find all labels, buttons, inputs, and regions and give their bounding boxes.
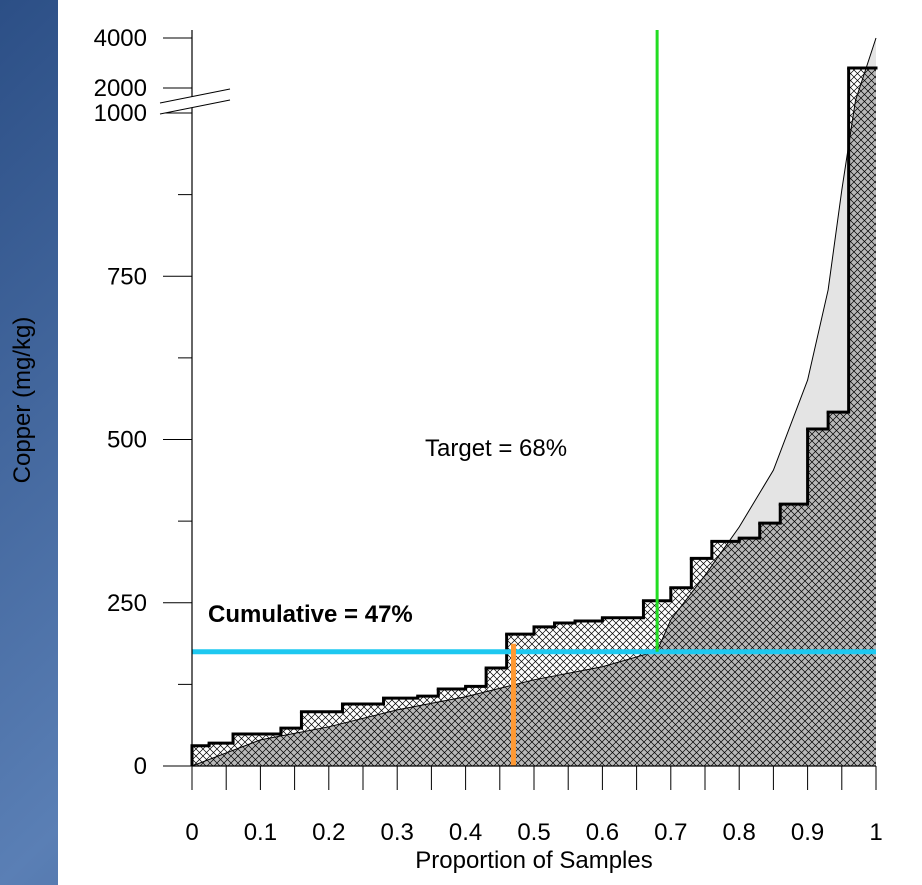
x-tick-label: 0.7: [654, 819, 687, 846]
curve-line: [191, 37, 877, 767]
x-tick-label: 1: [869, 819, 882, 846]
y-tick-label: 750: [107, 263, 147, 290]
x-tick-label: 0.2: [312, 819, 345, 846]
axis-break: [159, 99, 231, 115]
y-tick-label: 2000: [94, 75, 147, 102]
x-axis-title: Proportion of Samples: [415, 847, 652, 874]
x-tick-label: 0.5: [517, 819, 550, 846]
annotation: Target = 68%: [425, 435, 567, 462]
x-tick-label: 0.3: [381, 819, 414, 846]
x-tick-label: 0.4: [449, 819, 482, 846]
axis-break-gap: [160, 89, 230, 114]
y-tick-label: 0: [134, 753, 147, 780]
y-axis-title: Copper (mg/kg): [9, 317, 36, 484]
annotation: Cumulative = 47%: [208, 601, 413, 628]
x-tick-label: 0.1: [244, 819, 277, 846]
axis-break: [159, 88, 231, 104]
y-tick-label: 250: [107, 590, 147, 617]
y-tick-label: 1000: [94, 100, 147, 127]
curve-area-hatched: [192, 68, 876, 766]
y-tick-label: 500: [107, 427, 147, 454]
x-tick-label: 0.6: [586, 819, 619, 846]
x-tick-label: 0: [185, 819, 198, 846]
x-tick-label: 0.8: [723, 819, 756, 846]
x-tick-label: 0.9: [791, 819, 824, 846]
y-tick-label: 4000: [94, 25, 147, 52]
